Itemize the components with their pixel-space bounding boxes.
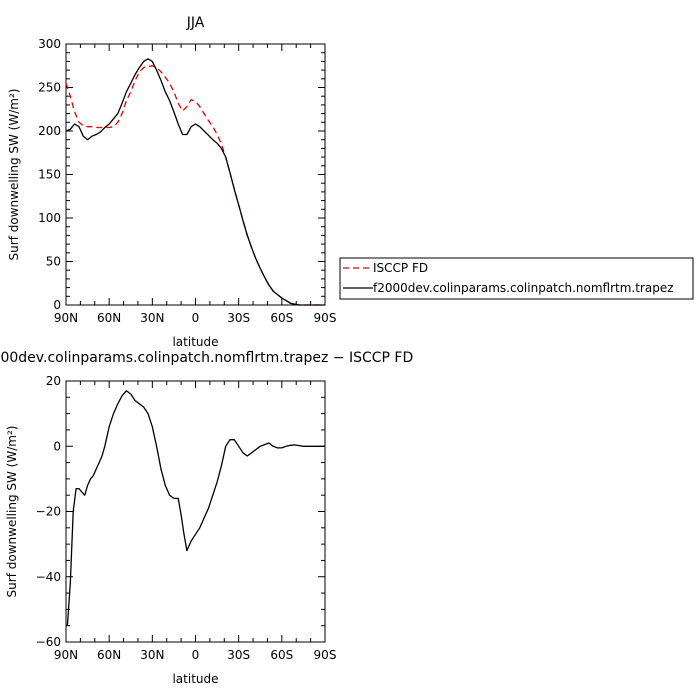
bottom-x-tick-label: 0 — [192, 648, 200, 662]
top-series-line-1 — [65, 58, 325, 306]
bottom-y-tick-label: −40 — [36, 570, 61, 584]
top-ticks: 90N 60N 30N 0 30S 60S 90S 0 50 100 150 200 250 300 — [38, 37, 336, 325]
top-x-tick-label: 90N — [54, 311, 78, 325]
bottom-chart-title: f2000dev.colinparams.colinpatch.nomflrtm… — [0, 350, 413, 366]
top-chart-frame — [65, 43, 326, 306]
top-y-tick-label: 250 — [38, 81, 61, 95]
bottom-chart: f2000dev.colinparams.colinpatch.nomflrtm… — [0, 350, 413, 686]
top-x-tick-label: 0 — [192, 311, 200, 325]
top-x-tick-label: 30N — [140, 311, 164, 325]
bottom-series-line-0 — [66, 390, 325, 626]
top-y-tick-label: 300 — [38, 37, 61, 51]
top-series-group — [65, 58, 325, 306]
top-series-line-0 — [65, 65, 325, 306]
legend-label-model: f2000dev.colinparams.colinpatch.nomflrtm… — [373, 281, 674, 295]
bottom-y-tick-label: −20 — [36, 505, 61, 519]
bottom-chart-frame — [65, 380, 326, 643]
bottom-x-tick-label: 30S — [227, 648, 250, 662]
bottom-chart-ylabel: Surf downwelling SW (W/m²) — [5, 426, 19, 598]
top-x-tick-label: 30S — [227, 311, 250, 325]
bottom-x-tick-label: 30N — [140, 648, 164, 662]
bottom-y-tick-label: 0 — [53, 439, 61, 453]
bottom-x-tick-label: 60S — [270, 648, 293, 662]
top-x-tick-label: 60N — [97, 311, 121, 325]
bottom-chart-xlabel: latitude — [172, 672, 218, 686]
top-y-tick-label: 150 — [38, 168, 61, 182]
bottom-x-tick-label: 90S — [314, 648, 337, 662]
top-y-tick-label: 0 — [53, 298, 61, 312]
bottom-y-tick-label: −60 — [36, 635, 61, 649]
bottom-series-group — [66, 390, 325, 626]
top-y-tick-label: 100 — [38, 211, 61, 225]
bottom-y-tick-label: 20 — [46, 374, 61, 388]
top-y-tick-label: 50 — [46, 255, 61, 269]
top-x-tick-label: 90S — [314, 311, 337, 325]
legend-box — [339, 257, 694, 300]
top-x-tick-label: 60S — [270, 311, 293, 325]
legend: ISCCP FD f2000dev.colinparams.colinpatch… — [339, 257, 694, 300]
bottom-ticks: 90N 60N 30N 0 30S 60S 90S −60 −40 −20 0 20 — [36, 374, 337, 662]
top-chart-title: JJA — [186, 15, 205, 31]
legend-label-isccp: ISCCP FD — [373, 261, 428, 275]
bottom-x-tick-label: 60N — [97, 648, 121, 662]
top-y-tick-label: 200 — [38, 124, 61, 138]
top-chart-ylabel: Surf downwelling SW (W/m²) — [7, 89, 21, 261]
top-chart-xlabel: latitude — [172, 335, 218, 349]
top-chart: JJA 90N 60N 30N 0 30S 60S 90S 0 50 100 150 200 250 30… — [7, 15, 336, 349]
bottom-x-tick-label: 90N — [54, 648, 78, 662]
